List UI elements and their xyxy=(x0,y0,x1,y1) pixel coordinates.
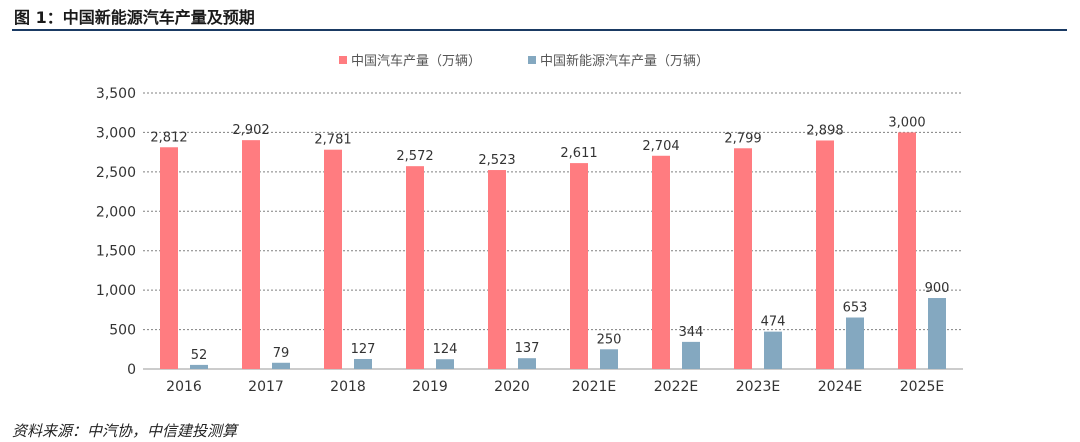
x-tick-label: 2017 xyxy=(248,379,284,395)
data-label: 2,704 xyxy=(642,139,679,154)
bar-vehicle-production xyxy=(652,155,670,369)
data-label: 2,523 xyxy=(478,153,515,168)
x-tick-label: 2022E xyxy=(654,379,698,395)
source-note: 资料来源：中汽协，中信建投测算 xyxy=(12,422,238,440)
data-label: 124 xyxy=(433,342,458,357)
bar-vehicle-production xyxy=(324,149,342,369)
title-divider xyxy=(12,29,1067,31)
data-label: 2,812 xyxy=(150,130,187,145)
data-label: 3,000 xyxy=(888,115,925,130)
data-label: 2,611 xyxy=(560,146,597,161)
y-tick-label: 500 xyxy=(109,323,136,339)
x-tick-label: 2018 xyxy=(330,379,366,395)
data-label: 2,781 xyxy=(314,133,351,148)
data-label: 250 xyxy=(597,332,622,347)
bar-vehicle-production xyxy=(488,170,506,369)
bar-nev-production xyxy=(846,317,864,369)
bar-vehicle-production xyxy=(160,147,178,369)
legend-label: 中国汽车产量（万辆） xyxy=(351,53,481,69)
bars xyxy=(160,132,946,369)
bar-nev-production xyxy=(272,362,290,369)
data-label: 137 xyxy=(515,341,540,356)
legend: 中国汽车产量（万辆） 中国新能源汽车产量（万辆） xyxy=(339,53,709,69)
data-label: 127 xyxy=(351,342,376,357)
x-tick-label: 2023E xyxy=(736,379,780,395)
y-tick-label: 2,500 xyxy=(96,165,136,181)
bar-nev-production xyxy=(928,298,946,369)
data-label: 2,799 xyxy=(724,131,761,146)
legend-swatch xyxy=(339,56,347,64)
x-tick-label: 2021E xyxy=(572,379,616,395)
bar-nev-production xyxy=(682,341,700,369)
y-tick-label: 1,500 xyxy=(96,244,136,260)
y-tick-label: 3,000 xyxy=(96,125,136,141)
page-title: 图 1：中国新能源汽车产量及预期 xyxy=(14,8,255,27)
data-label: 653 xyxy=(843,301,868,316)
data-labels: 2,812 52 2,902 79 2,781 127 2,572 124 2,523 137 2,… xyxy=(150,115,949,362)
data-label: 474 xyxy=(761,315,786,330)
bar-nev-production xyxy=(518,358,536,369)
y-tick-label: 3,500 xyxy=(96,86,136,102)
data-label: 344 xyxy=(679,325,704,340)
bar-nev-production xyxy=(190,364,208,369)
bar-vehicle-production xyxy=(816,140,834,369)
legend-label: 中国新能源汽车产量（万辆） xyxy=(540,53,709,69)
data-label: 900 xyxy=(925,281,950,296)
bar-nev-production xyxy=(764,331,782,369)
bar-chart: 中国汽车产量（万辆） 中国新能源汽车产量（万辆） 2,812522,902792,… xyxy=(96,53,963,395)
bar-vehicle-production xyxy=(570,163,588,369)
data-label: 2,898 xyxy=(806,123,843,138)
data-label: 79 xyxy=(273,346,290,361)
x-tick-label: 2019 xyxy=(412,379,448,395)
y-tick-label: 0 xyxy=(127,362,136,378)
bar-nev-production xyxy=(600,349,618,369)
data-label: 2,902 xyxy=(232,123,269,138)
bar-vehicle-production xyxy=(406,166,424,369)
y-tick-label: 1,000 xyxy=(96,283,136,299)
x-tick-label: 2025E xyxy=(900,379,944,395)
bar-nev-production xyxy=(354,358,372,369)
x-tick-label: 2024E xyxy=(818,379,862,395)
legend-swatch xyxy=(528,56,536,64)
x-tick-label: 2020 xyxy=(494,379,530,395)
x-tick-label: 2016 xyxy=(166,379,202,395)
data-label: 2,572 xyxy=(396,149,433,164)
y-axis: 0 500 1,000 1,500 2,000 2,500 3,000 3,500 xyxy=(96,86,136,378)
bar-vehicle-production xyxy=(734,148,752,369)
grid-lines xyxy=(143,92,963,370)
bar-vehicle-production xyxy=(898,132,916,369)
data-label: 52 xyxy=(191,348,208,363)
bar-vehicle-production xyxy=(242,140,260,369)
x-axis: 2016 2017 2018 2019 2020 2021E 2022E 2023E 2024E… xyxy=(166,379,944,395)
bar-nev-production xyxy=(436,359,454,369)
y-tick-label: 2,000 xyxy=(96,204,136,220)
